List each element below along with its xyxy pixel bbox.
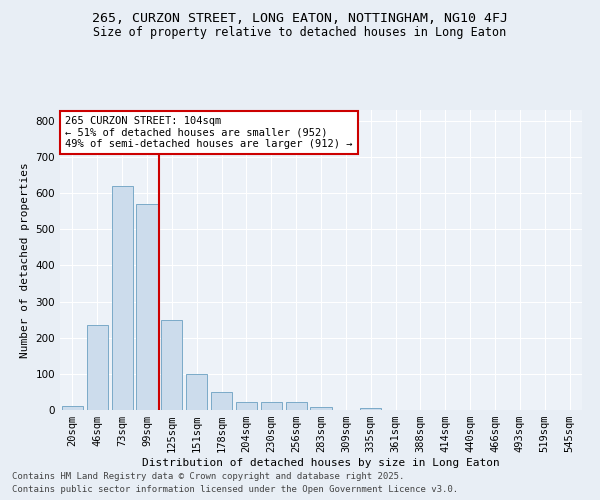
Bar bbox=[360, 408, 381, 410]
Bar bbox=[211, 392, 232, 410]
Bar bbox=[112, 186, 133, 410]
Text: Contains HM Land Registry data © Crown copyright and database right 2025.: Contains HM Land Registry data © Crown c… bbox=[12, 472, 404, 481]
Bar bbox=[62, 406, 83, 410]
Bar bbox=[286, 402, 307, 410]
Bar bbox=[310, 407, 332, 410]
Bar bbox=[261, 402, 282, 410]
Text: 265, CURZON STREET, LONG EATON, NOTTINGHAM, NG10 4FJ: 265, CURZON STREET, LONG EATON, NOTTINGH… bbox=[92, 12, 508, 26]
Bar bbox=[236, 402, 257, 410]
Text: 265 CURZON STREET: 104sqm
← 51% of detached houses are smaller (952)
49% of semi: 265 CURZON STREET: 104sqm ← 51% of detac… bbox=[65, 116, 353, 149]
Bar bbox=[136, 204, 158, 410]
Text: Size of property relative to detached houses in Long Eaton: Size of property relative to detached ho… bbox=[94, 26, 506, 39]
Text: Contains public sector information licensed under the Open Government Licence v3: Contains public sector information licen… bbox=[12, 485, 458, 494]
Bar bbox=[87, 325, 108, 410]
X-axis label: Distribution of detached houses by size in Long Eaton: Distribution of detached houses by size … bbox=[142, 458, 500, 468]
Y-axis label: Number of detached properties: Number of detached properties bbox=[20, 162, 30, 358]
Bar bbox=[161, 320, 182, 410]
Bar bbox=[186, 374, 207, 410]
